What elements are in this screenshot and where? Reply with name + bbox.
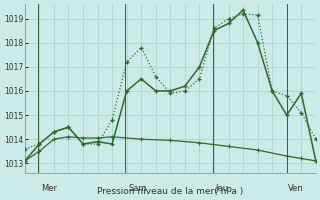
Text: Jeu: Jeu xyxy=(215,184,228,193)
X-axis label: Pression niveau de la mer( hPa ): Pression niveau de la mer( hPa ) xyxy=(97,187,244,196)
Text: Sam: Sam xyxy=(128,184,147,193)
Text: Ven: Ven xyxy=(288,184,304,193)
Text: Mer: Mer xyxy=(41,184,57,193)
